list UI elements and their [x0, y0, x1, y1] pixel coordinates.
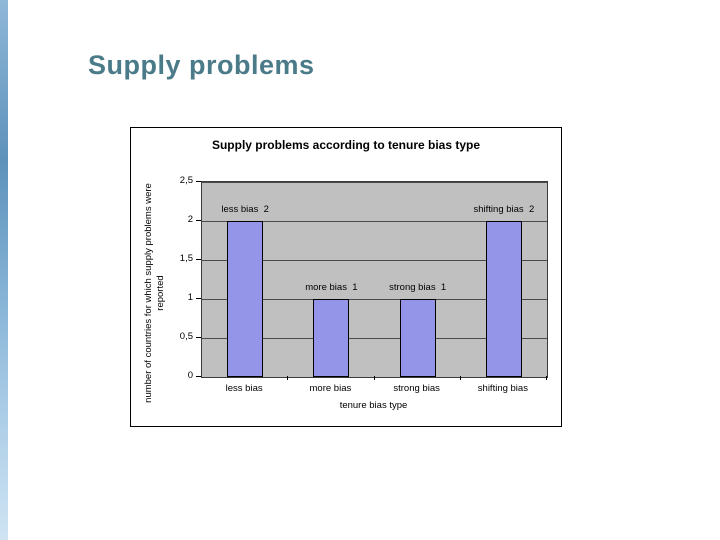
data-label: less bias 2 [221, 204, 269, 215]
data-label: shifting bias 2 [473, 204, 535, 215]
x-tick-mark [459, 376, 461, 380]
y-tick-mark [196, 298, 201, 299]
gridline [202, 299, 547, 300]
gridline [202, 338, 547, 339]
gridline [202, 260, 547, 261]
bar [313, 299, 350, 377]
x-tick-mark [373, 376, 375, 380]
y-tick-label: 1 [187, 292, 193, 303]
data-label: more bias 1 [305, 282, 358, 293]
x-tick-mark [546, 376, 547, 380]
y-tick-mark [196, 181, 201, 182]
category-label: shifting bias [477, 383, 528, 394]
bar [399, 299, 436, 377]
y-tick-mark [196, 259, 201, 260]
plot-area: less bias 2 more bias 1 strong bias 1 shift… [201, 181, 548, 378]
chart-frame: Supply problems according to tenure bias… [130, 127, 562, 427]
y-tick-label: 1,5 [179, 253, 193, 264]
data-label: strong bias 1 [389, 282, 447, 293]
category-label: strong bias [393, 383, 440, 394]
bar [227, 221, 264, 377]
gridline [202, 182, 547, 183]
slide-title: Supply problems [88, 50, 315, 80]
gridline [202, 221, 547, 222]
y-tick-label: 2 [187, 214, 193, 225]
y-tick-label: 0 [187, 370, 193, 381]
bar [485, 221, 522, 377]
chart-title: Supply problems according to tenure bias… [211, 138, 481, 152]
x-tick-mark [287, 376, 289, 380]
left-accent-strip [0, 0, 8, 540]
category-label: more bias [309, 383, 352, 394]
y-tick-mark [196, 220, 201, 221]
y-tick-label: 0,5 [179, 331, 193, 342]
y-tick-mark [196, 376, 201, 377]
x-axis-title: tenure bias type [339, 400, 408, 411]
y-tick-label: 2,5 [179, 175, 193, 186]
category-label: less bias [225, 383, 263, 394]
y-tick-mark [196, 337, 201, 338]
